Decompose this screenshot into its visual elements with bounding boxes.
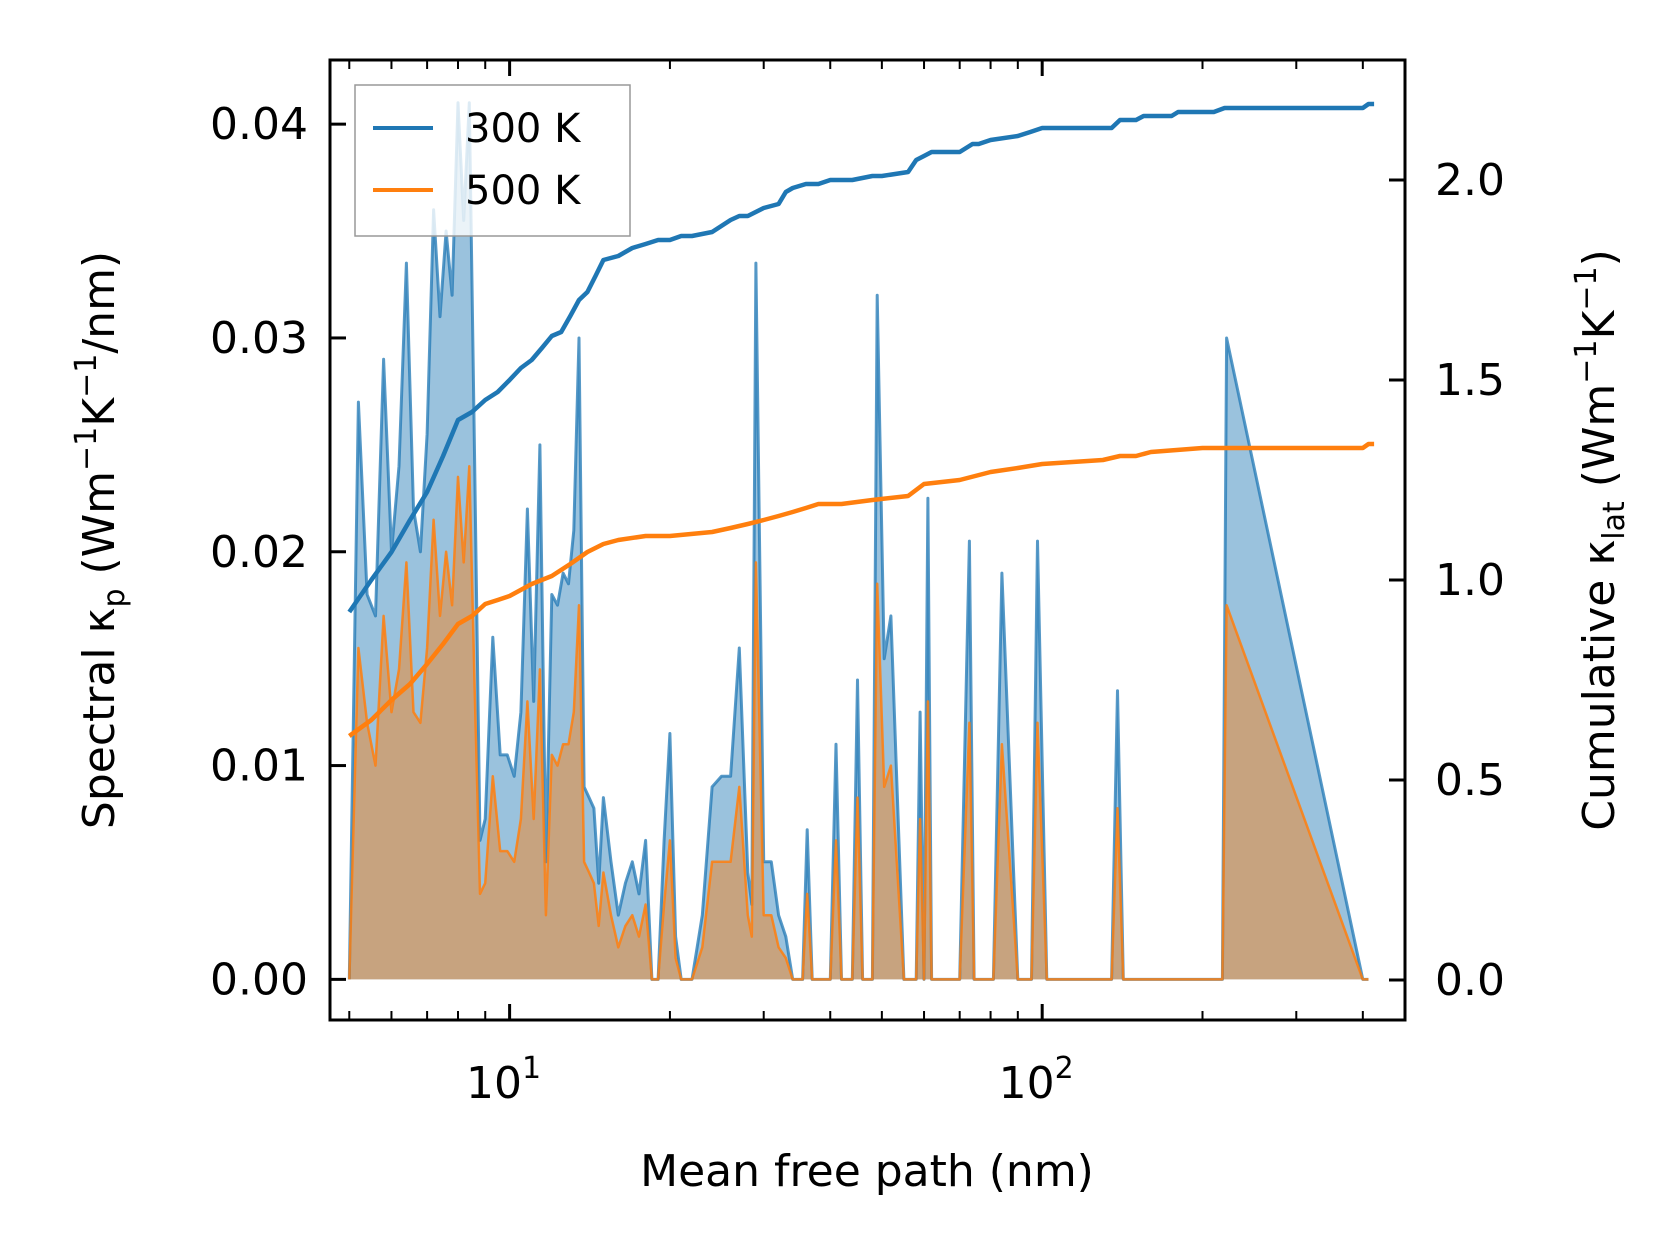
right-y-axis-label-k: K — [1574, 309, 1625, 339]
left-y-axis-label-exp2: −1 — [69, 354, 104, 398]
x-tick-label-exponent: 2 — [1055, 1051, 1074, 1086]
spectral-line-500k — [348, 464, 1369, 981]
left-y-tick-label: 0.04 — [210, 99, 308, 150]
left-y-axis-label-tail: /nm) — [74, 251, 125, 354]
legend-label-300k: 300 K — [465, 106, 582, 152]
right-y-axis-label: Cumulative κlat (Wm−1K−1) — [1569, 249, 1632, 831]
legend: 300 K 500 K — [354, 84, 631, 237]
x-axis-label: Mean free path (nm) — [640, 1146, 1094, 1197]
right-y-axis-label-units: Wm — [1574, 384, 1625, 470]
left-y-tick-label: 0.03 — [210, 313, 308, 364]
x-tick-label: 102 — [999, 1051, 1074, 1109]
cumulative-line-300k — [347, 101, 1375, 614]
right-y-tick-label: 2.0 — [1435, 155, 1505, 206]
left-y-axis-label-exp1: −1 — [69, 427, 104, 471]
left-y-axis-label: Spectral κp (Wm−1K−1/nm) — [69, 251, 132, 829]
right-y-tick-label: 0.5 — [1435, 755, 1505, 806]
legend-label-500k: 500 K — [465, 168, 582, 214]
right-y-axis-label-exp1: −1 — [1569, 339, 1604, 383]
legend-frame — [354, 84, 631, 237]
right-y-axis-label-tail: ) — [1574, 249, 1625, 266]
series-line-layer — [347, 101, 1375, 981]
left-y-axis-label-main: Spectral κ — [74, 608, 125, 830]
left-y-axis-label-k: K — [74, 397, 125, 427]
right-y-tick-label: 0.0 — [1435, 955, 1505, 1006]
x-tick-label-base: 10 — [466, 1058, 522, 1109]
x-tick-label-base: 10 — [999, 1058, 1055, 1109]
right-y-tick-label: 1.0 — [1435, 555, 1505, 606]
plot-frame — [328, 58, 1407, 1022]
right-y-axis-label-subscript: lat — [1597, 501, 1632, 540]
left-y-tick-label: 0.00 — [210, 954, 308, 1005]
right-y-tick-label: 1.5 — [1435, 355, 1505, 406]
x-tick-label: 101 — [466, 1051, 541, 1109]
cumulative-line-500k — [347, 441, 1375, 738]
left-y-tick-label: 0.01 — [210, 741, 308, 792]
x-tick-label-exponent: 1 — [522, 1051, 541, 1086]
left-y-axis-label-units: Wm — [74, 471, 125, 557]
right-y-axis-label-exp2: −1 — [1569, 266, 1604, 310]
left-y-tick-label: 0.02 — [210, 527, 308, 578]
right-y-axis-label-main: Cumulative κ — [1574, 540, 1625, 831]
left-y-axis-label-subscript: p — [97, 588, 132, 607]
